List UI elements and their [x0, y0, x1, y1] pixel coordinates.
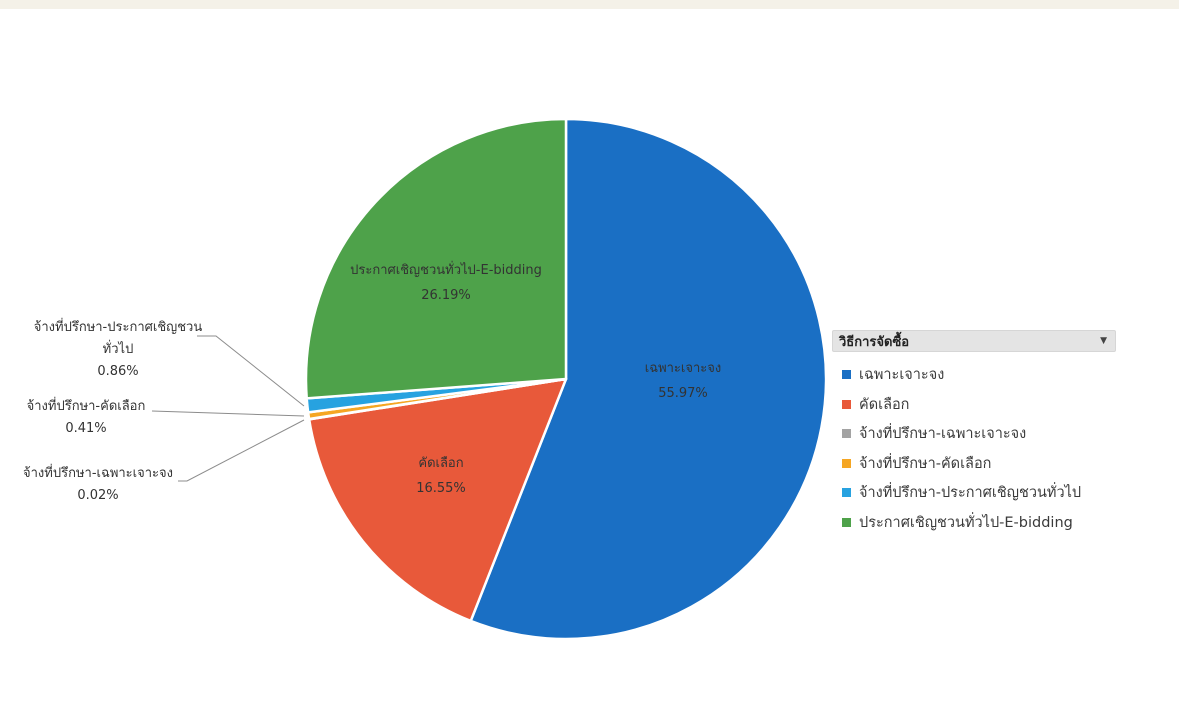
legend-swatch — [842, 458, 851, 468]
leader-line — [197, 335, 305, 407]
legend-header[interactable]: วิธีการจัดซื้อ ▼ — [832, 330, 1116, 352]
slice-category-label: เฉพาะเจาะจง — [645, 361, 721, 376]
slice-category-label: ทั่วไป — [103, 340, 134, 357]
pie-slice[interactable] — [304, 117, 568, 400]
legend-swatch — [842, 517, 851, 527]
legend: วิธีการจัดซื้อ ▼ เฉพาะเจาะจงคัดเลือกจ้าง… — [832, 330, 1132, 537]
legend-label: ประกาศเชิญชวนทั่วไป-E-bidding — [859, 514, 1073, 531]
slice-category-label: จ้างที่ปรึกษา-ประกาศเชิญชวน — [34, 318, 203, 335]
legend-item[interactable]: จ้างที่ปรึกษา-ประกาศเชิญชวนทั่วไป — [832, 478, 1132, 508]
legend-label: จ้างที่ปรึกษา-เฉพาะเจาะจง — [859, 426, 1027, 443]
legend-label: คัดเลือก — [859, 396, 910, 413]
legend-swatch — [842, 399, 851, 409]
legend-item[interactable]: คัดเลือก — [832, 390, 1132, 420]
slice-category-label: ประกาศเชิญชวนทั่วไป-E-bidding — [350, 261, 542, 278]
leader-line — [178, 419, 305, 482]
legend-item[interactable]: ประกาศเชิญชวนทั่วไป-E-bidding — [832, 508, 1132, 538]
pie-slice[interactable] — [469, 117, 828, 641]
slice-value-label: 0.86% — [97, 364, 138, 379]
legend-item[interactable]: จ้างที่ปรึกษา-คัดเลือก — [832, 449, 1132, 479]
slice-value-label: 16.55% — [416, 481, 466, 496]
slice-value-label: 0.41% — [65, 421, 106, 436]
legend-swatch — [842, 429, 851, 439]
slice-category-label: จ้างที่ปรึกษา-เฉพาะเจาะจง — [23, 464, 173, 481]
slice-value-label: 26.19% — [421, 288, 471, 303]
leader-line — [151, 410, 305, 417]
legend-swatch — [842, 488, 851, 498]
legend-label: เฉพาะเจาะจง — [859, 367, 945, 384]
slice-value-label: 0.02% — [77, 488, 118, 503]
legend-item[interactable]: เฉพาะเจาะจง — [832, 360, 1132, 390]
slice-category-label: จ้างที่ปรึกษา-คัดเลือก — [27, 397, 146, 414]
legend-swatch — [842, 370, 851, 380]
legend-items: เฉพาะเจาะจงคัดเลือกจ้างที่ปรึกษา-เฉพาะเจ… — [832, 360, 1132, 537]
slice-category-label: คัดเลือก — [418, 455, 463, 471]
pie-slice[interactable] — [307, 377, 568, 623]
legend-label: จ้างที่ปรึกษา-ประกาศเชิญชวนทั่วไป — [859, 485, 1082, 502]
legend-title: วิธีการจัดซื้อ — [839, 334, 910, 350]
slice-value-label: 55.97% — [658, 386, 708, 401]
chevron-down-icon[interactable]: ▼ — [1100, 336, 1107, 346]
legend-item[interactable]: จ้างที่ปรึกษา-เฉพาะเจาะจง — [832, 419, 1132, 449]
legend-label: จ้างที่ปรึกษา-คัดเลือก — [859, 455, 992, 472]
top-strip — [0, 0, 1179, 9]
